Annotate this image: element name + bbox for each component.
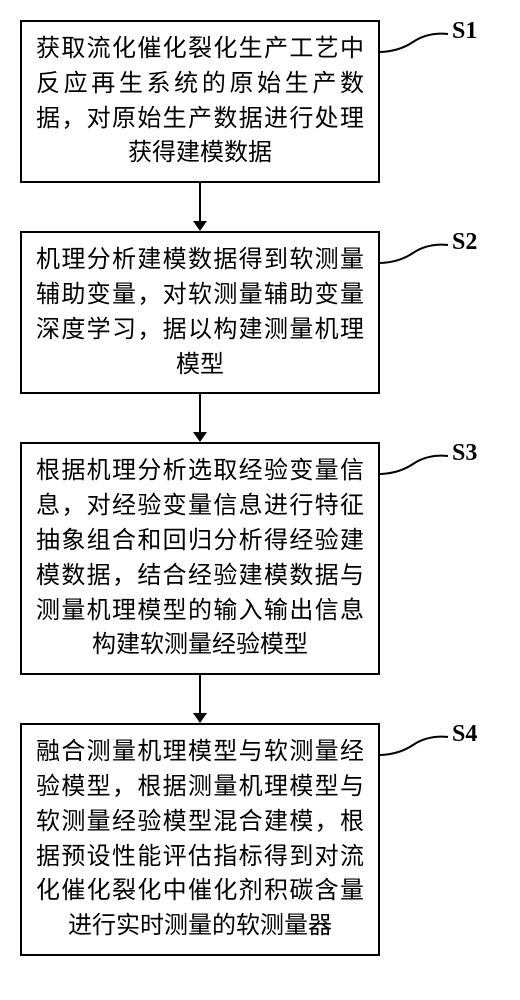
label-connector-s4: S4	[380, 735, 510, 765]
flowchart-container: 获取流化催化裂化生产工艺中反应再生系统的原始生产数据，对原始生产数据进行处理获得…	[20, 20, 510, 956]
step-row-s4: 融合测量机理模型与软测量经验模型，根据测量机理模型与软测量经验模型混合建模，根据…	[20, 723, 510, 956]
step-box-s4: 融合测量机理模型与软测量经验模型，根据测量机理模型与软测量经验模型混合建模，根据…	[20, 723, 380, 956]
step-box-s3: 根据机理分析选取经验变量信息，对经验变量信息进行特征抽象组合和回归分析得经验建模…	[20, 442, 380, 675]
step-label-s4: S4	[452, 721, 477, 748]
label-connector-s3: S3	[380, 454, 510, 484]
step-row-s1: 获取流化催化裂化生产工艺中反应再生系统的原始生产数据，对原始生产数据进行处理获得…	[20, 20, 510, 183]
arrow-s2-to-s3	[20, 394, 380, 442]
label-connector-s1: S1	[380, 32, 510, 62]
step-label-s2: S2	[452, 229, 477, 256]
step-label-s1: S1	[452, 18, 477, 45]
step-box-s1: 获取流化催化裂化生产工艺中反应再生系统的原始生产数据，对原始生产数据进行处理获得…	[20, 20, 380, 183]
arrow-s1-to-s2	[20, 183, 380, 231]
arrow-s3-to-s4	[20, 675, 380, 723]
step-row-s2: 机理分析建模数据得到软测量辅助变量，对软测量辅助变量深度学习，据以构建测量机理模…	[20, 231, 510, 394]
label-connector-s2: S2	[380, 243, 510, 273]
step-row-s3: 根据机理分析选取经验变量信息，对经验变量信息进行特征抽象组合和回归分析得经验建模…	[20, 442, 510, 675]
step-box-s2: 机理分析建模数据得到软测量辅助变量，对软测量辅助变量深度学习，据以构建测量机理模…	[20, 231, 380, 394]
step-label-s3: S3	[452, 440, 477, 467]
